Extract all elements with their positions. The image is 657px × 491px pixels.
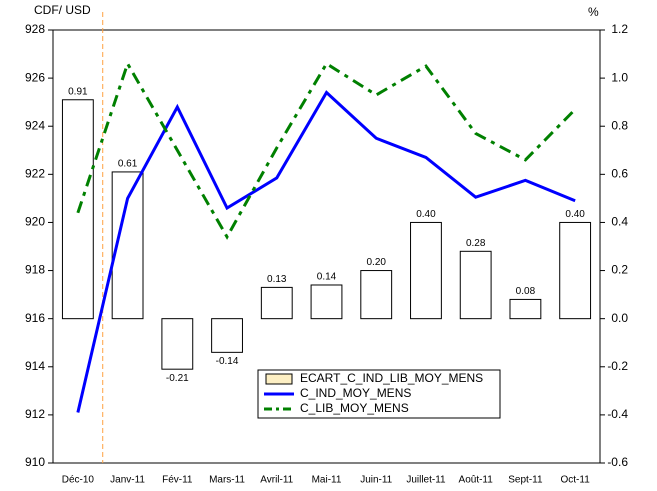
legend-label: ECART_C_IND_LIB_MOY_MENS [300,371,483,385]
bar-value-label: 0.08 [516,286,536,297]
y-tick-label: 912 [25,407,45,421]
y2-tick-label: 0.4 [611,215,628,229]
y2-tick-label: -0.2 [607,359,628,373]
bar [161,318,194,370]
y-tick-label: 920 [25,215,45,229]
line-series [76,90,576,413]
bar-value-label: 0.28 [466,238,486,249]
y-tick-label: 916 [25,311,45,325]
y2-tick-label: -0.4 [607,407,628,421]
bar-value-label: 0.14 [317,272,337,283]
bar-value-label: 0.13 [267,274,287,285]
y2-axis-label: % [588,5,599,19]
bar [260,286,293,320]
legend-swatch [265,373,293,385]
x-tick-label: Sept-11 [508,475,543,486]
x-tick-label: Janv-11 [110,475,145,486]
bar-value-label: 0.20 [366,257,386,268]
legend-box [257,369,501,419]
bar [509,298,542,320]
y-tick-label: 924 [25,118,45,132]
y2-tick-label: 1.2 [611,22,628,36]
x-tick-label: Juillet-11 [406,475,446,486]
x-tick-label: Oct-11 [560,475,590,486]
x-tick-label: Avril-11 [260,475,293,486]
x-tick-label: Mai-11 [312,475,342,486]
y2-tick-label: 1.0 [611,70,628,84]
y-tick-label: 928 [25,22,45,36]
legend-label: C_LIB_MOY_MENS [300,401,409,415]
bar-value-label: 0.40 [416,209,436,220]
bar-value-label: 0.61 [118,159,138,170]
y-tick-label: 922 [25,167,45,181]
y-tick-label: 914 [25,359,45,373]
y2-tick-label: 0.6 [611,167,628,181]
y2-tick-label: -0.6 [607,455,628,469]
bar [310,284,343,320]
bar [459,250,492,320]
x-tick-label: Mars-11 [209,475,245,486]
bar [360,270,393,320]
x-tick-label: Déc-10 [62,475,95,486]
x-tick-label: Fév-11 [162,475,193,486]
bar [559,221,592,320]
plot-frame [52,29,601,464]
y-axis-label: CDF/ USD [34,3,91,17]
legend-label: C_IND_MOY_MENS [300,386,411,400]
bar-value-label: -0.21 [166,373,189,384]
y2-tick-label: 0.0 [611,311,628,325]
y2-tick-label: 0.2 [611,263,628,277]
x-tick-label: Juin-11 [360,475,392,486]
bar [211,318,243,353]
line-series [76,60,577,240]
bar-value-label: -0.14 [216,356,239,367]
y-tick-label: 926 [25,70,45,84]
bar-value-label: 0.40 [565,209,585,220]
y-tick-label: 918 [25,263,45,277]
y2-tick-label: 0.8 [611,118,628,132]
x-tick-label: Août-11 [459,475,494,486]
y-tick-label: 910 [25,455,45,469]
bar-value-label: 0.91 [68,86,88,97]
bar [410,221,442,320]
